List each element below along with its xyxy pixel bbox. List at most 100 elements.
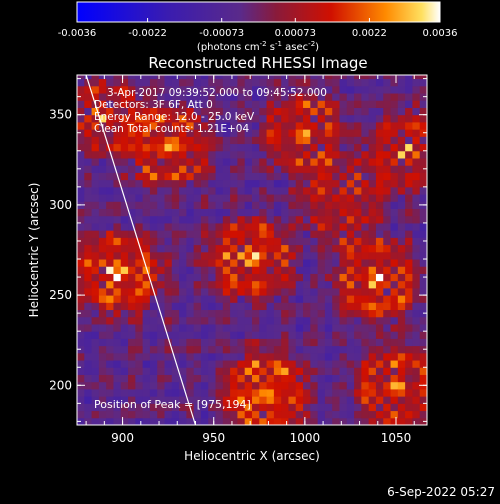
heatmap-cell xyxy=(368,367,377,375)
heatmap-cell xyxy=(397,309,406,318)
heatmap-cell xyxy=(208,78,217,87)
heatmap-cell xyxy=(375,143,384,152)
heatmap-cell xyxy=(157,244,165,253)
heatmap-cell xyxy=(200,374,209,383)
heatmap-cell xyxy=(222,309,231,318)
heatmap-cell xyxy=(84,114,93,123)
heatmap-cell xyxy=(171,186,180,195)
heatmap-cell xyxy=(244,201,253,210)
heatmap-cell xyxy=(149,259,158,267)
heatmap-cell xyxy=(281,186,289,195)
heatmap-cell xyxy=(106,295,114,303)
heatmap-cell xyxy=(135,129,144,137)
heatmap-cell xyxy=(230,396,238,404)
heatmap-cell xyxy=(281,157,289,166)
heatmap-cell xyxy=(266,78,275,87)
heatmap-cell xyxy=(346,85,355,94)
heatmap-cell xyxy=(368,360,377,368)
heatmap-cell xyxy=(179,208,187,217)
heatmap-cell xyxy=(339,388,348,397)
heatmap-cell xyxy=(77,259,85,267)
heatmap-cell xyxy=(339,309,348,318)
heatmap-cell xyxy=(179,331,187,339)
heatmap-cell xyxy=(142,201,151,210)
heatmap-cell xyxy=(354,237,362,246)
heatmap-cell xyxy=(368,121,377,130)
heatmap-cell xyxy=(164,75,173,80)
heatmap-cell xyxy=(200,143,209,152)
heatmap-cell xyxy=(273,287,282,296)
heatmap-cell xyxy=(237,352,246,361)
heatmap-cell xyxy=(405,157,413,166)
heatmap-cell xyxy=(200,381,209,390)
heatmap-cell xyxy=(142,388,151,397)
heatmap-cell xyxy=(171,273,180,282)
heatmap-cell xyxy=(383,251,392,260)
heatmap-cell xyxy=(281,107,289,116)
heatmap-cell xyxy=(266,410,275,419)
heatmap-cell xyxy=(383,381,392,390)
heatmap-cell xyxy=(149,194,158,202)
heatmap-cell xyxy=(164,266,173,274)
heatmap-cell xyxy=(346,388,355,397)
heatmap-cell xyxy=(266,222,275,231)
heatmap-cell xyxy=(383,280,392,289)
heatmap-cell xyxy=(281,331,289,339)
colorbar-tick-label: 0.00073 xyxy=(275,28,316,39)
heatmap-cell xyxy=(128,251,136,260)
heatmap-cell xyxy=(288,215,297,224)
heatmap-cell xyxy=(390,165,399,173)
heatmap-cell xyxy=(149,381,158,390)
heatmap-cell xyxy=(222,222,231,231)
heatmap-cell xyxy=(354,75,362,80)
heatmap-cell xyxy=(252,417,260,425)
heatmap-cell xyxy=(397,186,406,195)
heatmap-cell xyxy=(215,374,224,383)
heatmap-cell xyxy=(106,222,114,231)
heatmap-cell xyxy=(310,259,319,267)
heatmap-cell xyxy=(266,129,275,137)
heatmap-cell xyxy=(222,93,231,101)
heatmap-cell xyxy=(361,150,370,159)
heatmap-cell xyxy=(295,302,304,311)
heatmap-cell xyxy=(281,78,289,87)
heatmap-cell xyxy=(324,352,333,361)
heatmap-cell xyxy=(98,179,107,188)
heatmap-cell xyxy=(288,360,297,368)
heatmap-cell xyxy=(259,244,268,253)
heatmap-cell xyxy=(412,403,421,412)
footer-timestamp: 6-Sep-2022 05:27 xyxy=(387,485,495,499)
heatmap-cell xyxy=(157,287,165,296)
heatmap-cell xyxy=(193,100,202,108)
heatmap-cell xyxy=(259,331,268,339)
heatmap-cell xyxy=(419,208,427,217)
heatmap-cell xyxy=(244,208,253,217)
heatmap-cell xyxy=(317,417,326,425)
heatmap-cell xyxy=(317,259,326,267)
heatmap-cell xyxy=(98,215,107,224)
heatmap-cell xyxy=(84,107,93,116)
heatmap-cell xyxy=(208,381,217,390)
heatmap-cell xyxy=(332,230,340,238)
heatmap-cell xyxy=(397,338,406,347)
heatmap-cell xyxy=(383,302,392,311)
heatmap-cell xyxy=(98,259,107,267)
heatmap-cell xyxy=(215,251,224,260)
heatmap-cell xyxy=(208,280,217,289)
heatmap-cell xyxy=(208,259,217,267)
heatmap-cell xyxy=(237,201,246,210)
heatmap-cell xyxy=(303,266,311,274)
heatmap-cell xyxy=(266,266,275,274)
heatmap-cell xyxy=(230,331,238,339)
heatmap-cell xyxy=(149,374,158,383)
heatmap-cell xyxy=(106,360,114,368)
heatmap-cell xyxy=(91,121,100,130)
heatmap-cell xyxy=(273,352,282,361)
heatmap-cell xyxy=(120,374,129,383)
heatmap-cell xyxy=(179,266,187,274)
heatmap-cell xyxy=(106,165,114,173)
heatmap-cell xyxy=(324,345,333,354)
heatmap-cell xyxy=(332,374,340,383)
heatmap-cell xyxy=(266,208,275,217)
heatmap-cell xyxy=(120,201,129,210)
